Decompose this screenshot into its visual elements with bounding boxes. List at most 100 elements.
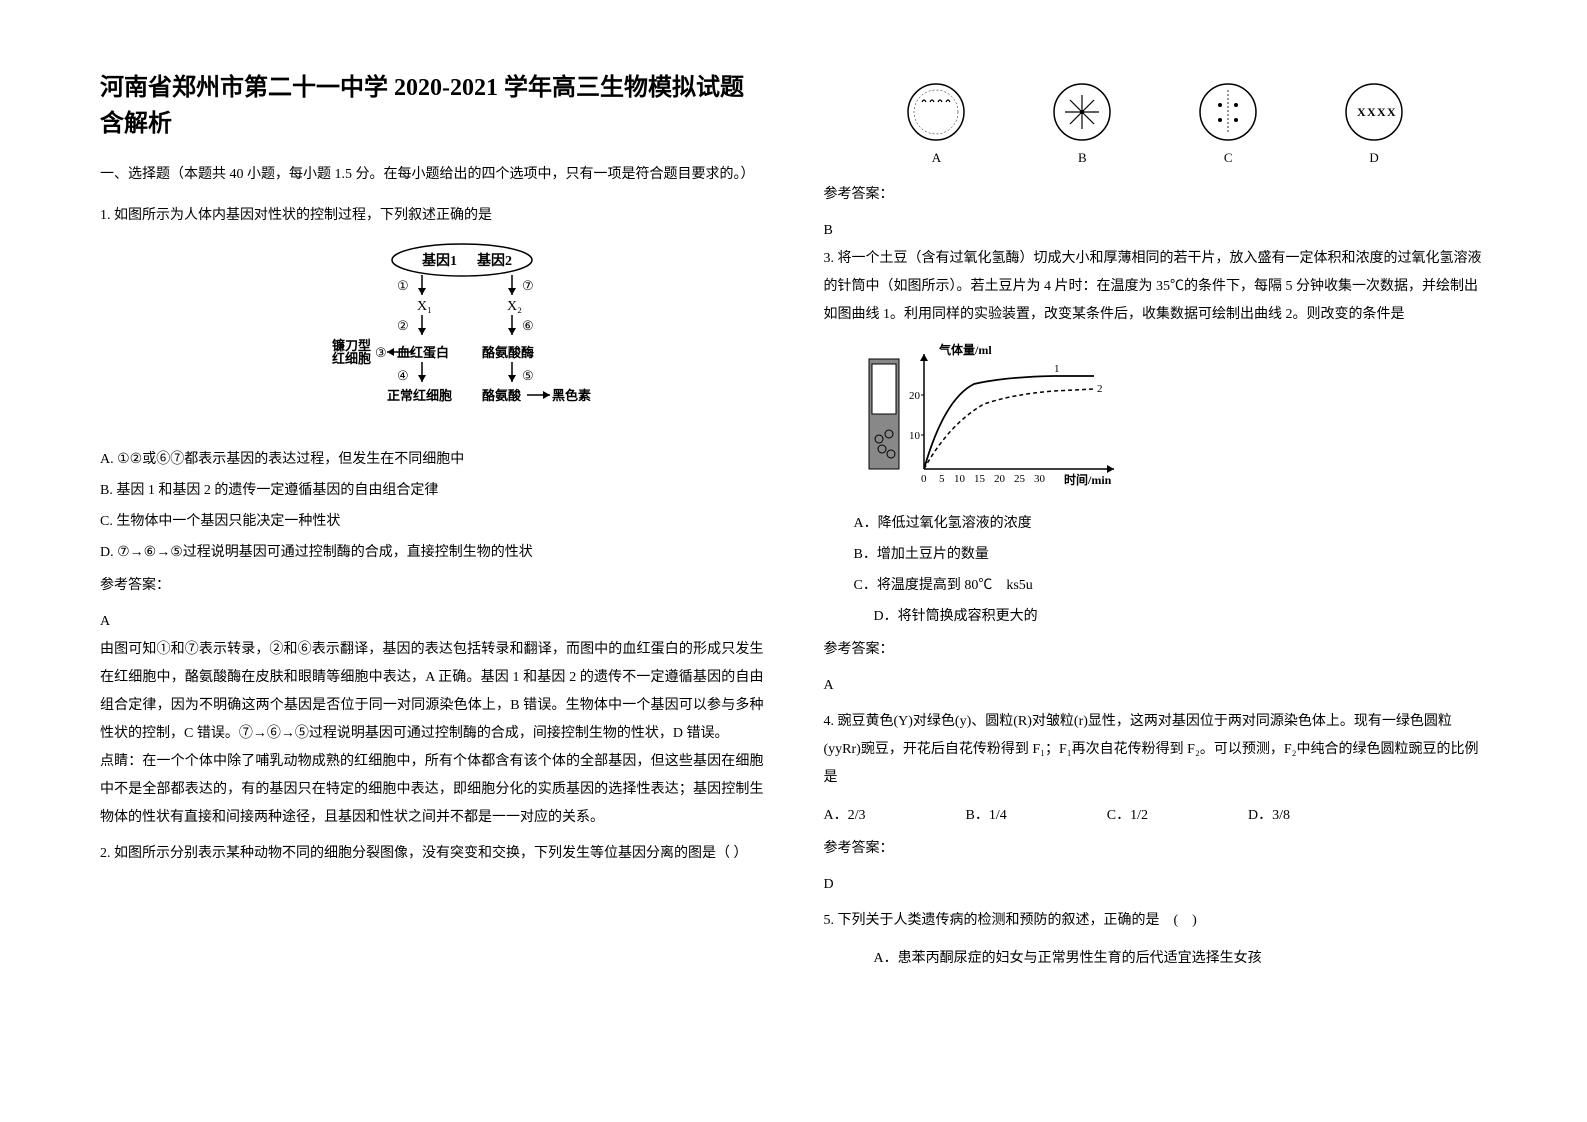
cell-a-svg <box>904 80 969 145</box>
svg-text:20: 20 <box>994 473 1006 485</box>
question-2: 2. 如图所示分别表示某种动物不同的细胞分裂图像，没有突变和交换，下列发生等位基… <box>100 840 764 878</box>
svg-text:④: ④ <box>397 368 409 383</box>
svg-text:X₂: X₂ <box>507 299 522 314</box>
svg-text:红细胞: 红细胞 <box>332 351 371 366</box>
svg-text:X₁: X₁ <box>417 299 432 314</box>
q2-answer: B <box>824 217 1488 245</box>
question-4: 4. 豌豆黄色(Y)对绿色(y)、圆粒(R)对皱粒(r)显性，这两对基因位于两对… <box>824 708 1488 899</box>
cell-a-label: A <box>904 150 969 166</box>
q3-options: A．降低过氧化氢溶液的浓度 B．增加土豆片的数量 C．将温度提高到 80℃ ks… <box>824 510 1488 631</box>
cell-d-label: D <box>1342 150 1407 166</box>
q1-body: 如图所示为人体内基因对性状的控制过程，下列叙述正确的是 <box>114 208 492 223</box>
question-5: 5. 下列关于人类遗传病的检测和预防的叙述，正确的是 ( ) A．患苯丙酮尿症的… <box>824 907 1488 976</box>
q1-explanation: 由图可知①和⑦表示转录，②和⑥表示翻译，基因的表达包括转录和翻译，而图中的血红蛋… <box>100 636 764 748</box>
q2-answer-label: 参考答案： <box>824 181 1488 209</box>
q3-option-a: A．降低过氧化氢溶液的浓度 <box>824 510 1488 538</box>
cell-b-svg <box>1050 80 1115 145</box>
q4-answer: D <box>824 871 1488 899</box>
q2-number: 2. <box>100 846 111 861</box>
q3-text: 3. 将一个土豆（含有过氧化氢酶）切成大小和厚薄相同的若干片，放入盛有一定体积和… <box>824 245 1488 329</box>
q1-option-c: C. 生物体中一个基因只能决定一种性状 <box>100 508 764 536</box>
svg-text:X: X <box>1387 105 1396 119</box>
cell-d: X X X X D <box>1342 80 1407 166</box>
q1-explanation2: 点睛：在一个个体中除了哺乳动物成熟的红细胞中，所有个体都含有该个体的全部基因，但… <box>100 748 764 832</box>
cell-b: B <box>1050 80 1115 166</box>
svg-text:酪氨酸酶: 酪氨酸酶 <box>482 345 534 360</box>
q1-answer-label: 参考答案： <box>100 572 764 600</box>
q1-option-b: B. 基因 1 和基因 2 的遗传一定遵循基因的自由组合定律 <box>100 477 764 505</box>
svg-text:0: 0 <box>921 473 927 485</box>
svg-text:10: 10 <box>909 430 921 442</box>
q1-option-a: A. ①②或⑥⑦都表示基因的表达过程，但发生在不同细胞中 <box>100 446 764 474</box>
q4-option-b: B．1/4 <box>966 802 1007 830</box>
q5-text: 5. 下列关于人类遗传病的检测和预防的叙述，正确的是 ( ) <box>824 907 1488 935</box>
svg-text:1: 1 <box>1054 363 1060 375</box>
svg-text:2: 2 <box>1097 383 1103 395</box>
cell-b-label: B <box>1050 150 1115 166</box>
q3-number: 3. <box>824 251 835 266</box>
cell-c-label: C <box>1196 150 1261 166</box>
cell-a: A <box>904 80 969 166</box>
q3-body: 将一个土豆（含有过氧化氢酶）切成大小和厚薄相同的若干片，放入盛有一定体积和浓度的… <box>824 251 1482 322</box>
q4-number: 4. <box>824 714 835 729</box>
svg-text:10: 10 <box>954 473 966 485</box>
svg-text:X: X <box>1357 105 1366 119</box>
svg-text:②: ② <box>397 318 409 333</box>
svg-text:黑色素: 黑色素 <box>552 388 591 403</box>
svg-text:①: ① <box>397 278 409 293</box>
gene-diagram-svg: 基因1 基因2 ① X₁ ② 镰刀型 红细胞 ③ 血红蛋白 ④ 正常红细胞 <box>332 240 592 420</box>
q3-answer: A <box>824 672 1488 700</box>
q5-body: 下列关于人类遗传病的检测和预防的叙述，正确的是 ( ) <box>838 913 1197 928</box>
q1-diagram: 基因1 基因2 ① X₁ ② 镰刀型 红细胞 ③ 血红蛋白 ④ 正常红细胞 <box>160 240 764 431</box>
cell-c-svg <box>1196 80 1261 145</box>
svg-text:30: 30 <box>1034 473 1046 485</box>
q4-text: 4. 豌豆黄色(Y)对绿色(y)、圆粒(R)对皱粒(r)显性，这两对基因位于两对… <box>824 708 1488 792</box>
q1-answer: A <box>100 608 764 636</box>
q3-chart: 气体量/ml 时间/min 20 10 0 5 10 15 20 25 30 1 <box>854 339 1488 500</box>
svg-text:基因2: 基因2 <box>477 252 512 269</box>
q2-body: 如图所示分别表示某种动物不同的细胞分裂图像，没有突变和交换，下列发生等位基因分离… <box>114 846 748 861</box>
svg-text:15: 15 <box>974 473 986 485</box>
q3-answer-label: 参考答案： <box>824 636 1488 664</box>
svg-text:③: ③ <box>375 345 387 360</box>
question-1: 1. 如图所示为人体内基因对性状的控制过程，下列叙述正确的是 基因1 基因2 ①… <box>100 202 764 832</box>
q5-options: A．患苯丙酮尿症的妇女与正常男性生育的后代适宜选择生女孩 <box>824 945 1488 973</box>
svg-text:X: X <box>1367 105 1376 119</box>
exam-title: 河南省郑州市第二十一中学 2020-2021 学年高三生物模拟试题含解析 <box>100 70 764 142</box>
q1-option-d: D. ⑦→⑥→⑤过程说明基因可通过控制酶的合成，直接控制生物的性状 <box>100 539 764 567</box>
q5-option-a: A．患苯丙酮尿症的妇女与正常男性生育的后代适宜选择生女孩 <box>824 945 1488 973</box>
q4-option-d: D．3/8 <box>1248 802 1290 830</box>
q1-number: 1. <box>100 208 111 223</box>
q5-number: 5. <box>824 913 835 928</box>
svg-text:25: 25 <box>1014 473 1026 485</box>
q3-option-d: D．将针筒换成容积更大的 <box>824 603 1488 631</box>
section-header: 一、选择题（本题共 40 小题，每小题 1.5 分。在每小题给出的四个选项中，只… <box>100 162 764 187</box>
q4-answer-label: 参考答案： <box>824 835 1488 863</box>
svg-text:基因1: 基因1 <box>422 252 457 269</box>
svg-text:正常红细胞: 正常红细胞 <box>387 388 452 403</box>
question-3: 3. 将一个土豆（含有过氧化氢酶）切成大小和厚薄相同的若干片，放入盛有一定体积和… <box>824 245 1488 700</box>
cell-d-svg: X X X X <box>1342 80 1407 145</box>
svg-text:⑤: ⑤ <box>522 368 534 383</box>
gas-chart-svg: 气体量/ml 时间/min 20 10 0 5 10 15 20 25 30 1 <box>854 339 1134 489</box>
q2-cell-diagrams: A B C <box>824 80 1488 166</box>
cell-c: C <box>1196 80 1261 166</box>
q2-text: 2. 如图所示分别表示某种动物不同的细胞分裂图像，没有突变和交换，下列发生等位基… <box>100 840 764 868</box>
q1-text: 1. 如图所示为人体内基因对性状的控制过程，下列叙述正确的是 <box>100 202 764 230</box>
svg-text:气体量/ml: 气体量/ml <box>938 342 992 357</box>
q1-options: A. ①②或⑥⑦都表示基因的表达过程，但发生在不同细胞中 B. 基因 1 和基因… <box>100 446 764 567</box>
svg-text:血红蛋白: 血红蛋白 <box>397 345 449 360</box>
svg-text:20: 20 <box>909 390 921 402</box>
q4-option-c: C．1/2 <box>1107 802 1148 830</box>
q4-options: A．2/3 B．1/4 C．1/2 D．3/8 <box>824 802 1488 830</box>
right-column: A B C <box>824 70 1488 1052</box>
q3-option-c: C．将温度提高到 80℃ ks5u <box>824 572 1488 600</box>
svg-text:⑥: ⑥ <box>522 318 534 333</box>
q4-body: 豌豆黄色(Y)对绿色(y)、圆粒(R)对皱粒(r)显性，这两对基因位于两对同源染… <box>824 714 1479 785</box>
svg-text:⑦: ⑦ <box>522 278 534 293</box>
q4-option-a: A．2/3 <box>824 802 866 830</box>
svg-text:5: 5 <box>939 473 945 485</box>
svg-text:X: X <box>1377 105 1386 119</box>
svg-text:时间/min: 时间/min <box>1064 472 1112 487</box>
left-column: 河南省郑州市第二十一中学 2020-2021 学年高三生物模拟试题含解析 一、选… <box>100 70 764 1052</box>
